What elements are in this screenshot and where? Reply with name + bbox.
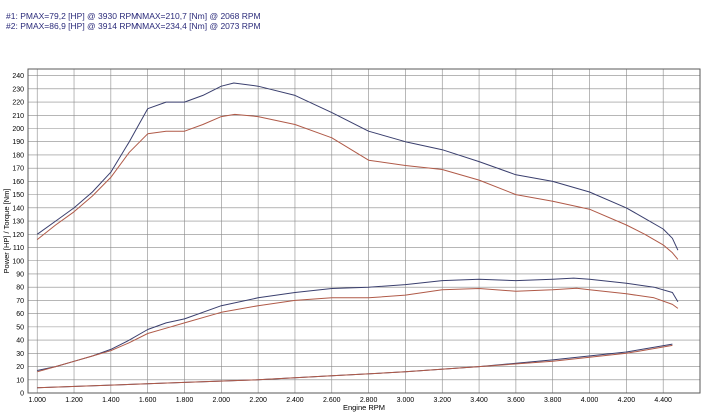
chart-grid [28, 69, 700, 394]
x-axis-label: Engine RPM [343, 403, 385, 412]
y-axis-label: Power [HP] / Torque [Nm] [2, 189, 11, 274]
y-tick-label: 210 [12, 113, 24, 120]
x-tick-label: 3.800 [544, 397, 562, 404]
x-tick-labels: 1.000 1.200 1.400 1.600 1.800 2.000 2.200 2.400… [28, 397, 672, 404]
y-tick-label: 230 [12, 86, 24, 93]
y-tick-label: 150 [12, 192, 24, 199]
y-tick-label: 70 [16, 298, 24, 305]
header-line-1: #1: PMAX=79,2 [HP] @ 3930 RPM [6, 11, 138, 21]
y-tick-label: 200 [12, 126, 24, 133]
x-tick-label: 2.800 [360, 397, 378, 404]
y-tick-label: 90 [16, 271, 24, 278]
y-tick-label: 180 [12, 152, 24, 159]
x-tick-label: 4.400 [654, 397, 672, 404]
x-tick-label: 2.400 [286, 397, 304, 404]
y-tick-label: 80 [16, 285, 24, 292]
header-pmax-1: PMAX=79,2 [HP] @ 3930 RPM [20, 11, 139, 21]
x-tick-label: 2.200 [249, 397, 267, 404]
header-nmax-2: NMAX=234,4 [Nm] @ 2073 RPM [136, 21, 261, 31]
x-tick-label: 1.400 [102, 397, 120, 404]
x-tick-label: 4.000 [581, 397, 599, 404]
header-nmax-1: NMAX=210,7 [Nm] @ 2068 RPM [136, 11, 261, 21]
y-tick-label: 60 [16, 311, 24, 318]
y-tick-label: 10 [16, 377, 24, 384]
x-tick-label: 2.000 [213, 397, 231, 404]
x-tick-label: 3.600 [507, 397, 525, 404]
x-tick-label: 3.000 [397, 397, 415, 404]
y-tick-labels: 0 10 20 30 40 50 60 70 80 90 100 110 120 130 140 150 160… [12, 73, 24, 397]
y-tick-label: 40 [16, 338, 24, 345]
x-tick-label: 2.600 [323, 397, 341, 404]
y-tick-label: 160 [12, 179, 24, 186]
x-tick-label: 1.600 [139, 397, 157, 404]
x-tick-label: 1.800 [176, 397, 194, 404]
y-tick-label: 30 [16, 351, 24, 358]
y-tick-label: 130 [12, 219, 24, 226]
y-tick-label: 20 [16, 364, 24, 371]
x-tick-label: 4.200 [618, 397, 636, 404]
header-run-id-2: #2: [6, 21, 18, 31]
series-line-3 [37, 277, 679, 371]
x-tick-label: 1.000 [28, 397, 46, 404]
plot-frame [27, 68, 701, 394]
y-tick-label: 220 [12, 100, 24, 107]
y-tick-label: 170 [12, 166, 24, 173]
x-tick-label: 3.400 [470, 397, 488, 404]
series-line-6 [37, 344, 673, 389]
series-line-1 [36, 82, 679, 251]
series-line-4 [37, 287, 679, 373]
y-tick-label: 50 [16, 324, 24, 331]
header-pmax-2: PMAX=86,9 [HP] @ 3914 RPM [20, 21, 139, 31]
y-tick-label: 120 [12, 232, 24, 239]
y-tick-label: 0 [20, 391, 24, 398]
header-run-id-1: #1: [6, 11, 18, 21]
y-tick-label: 100 [12, 258, 24, 265]
y-tick-label: 110 [13, 245, 24, 252]
y-tick-label: 190 [12, 139, 24, 146]
y-tick-label: 140 [12, 205, 24, 212]
header-line-2: #2: PMAX=86,9 [HP] @ 3914 RPM [6, 21, 138, 31]
x-tick-label: 3.200 [433, 397, 451, 404]
chart-series [36, 82, 679, 389]
x-tick-label: 1.200 [65, 397, 83, 404]
series-line-5 [37, 343, 673, 389]
y-tick-label: 240 [12, 73, 24, 80]
series-line-2 [36, 113, 679, 260]
